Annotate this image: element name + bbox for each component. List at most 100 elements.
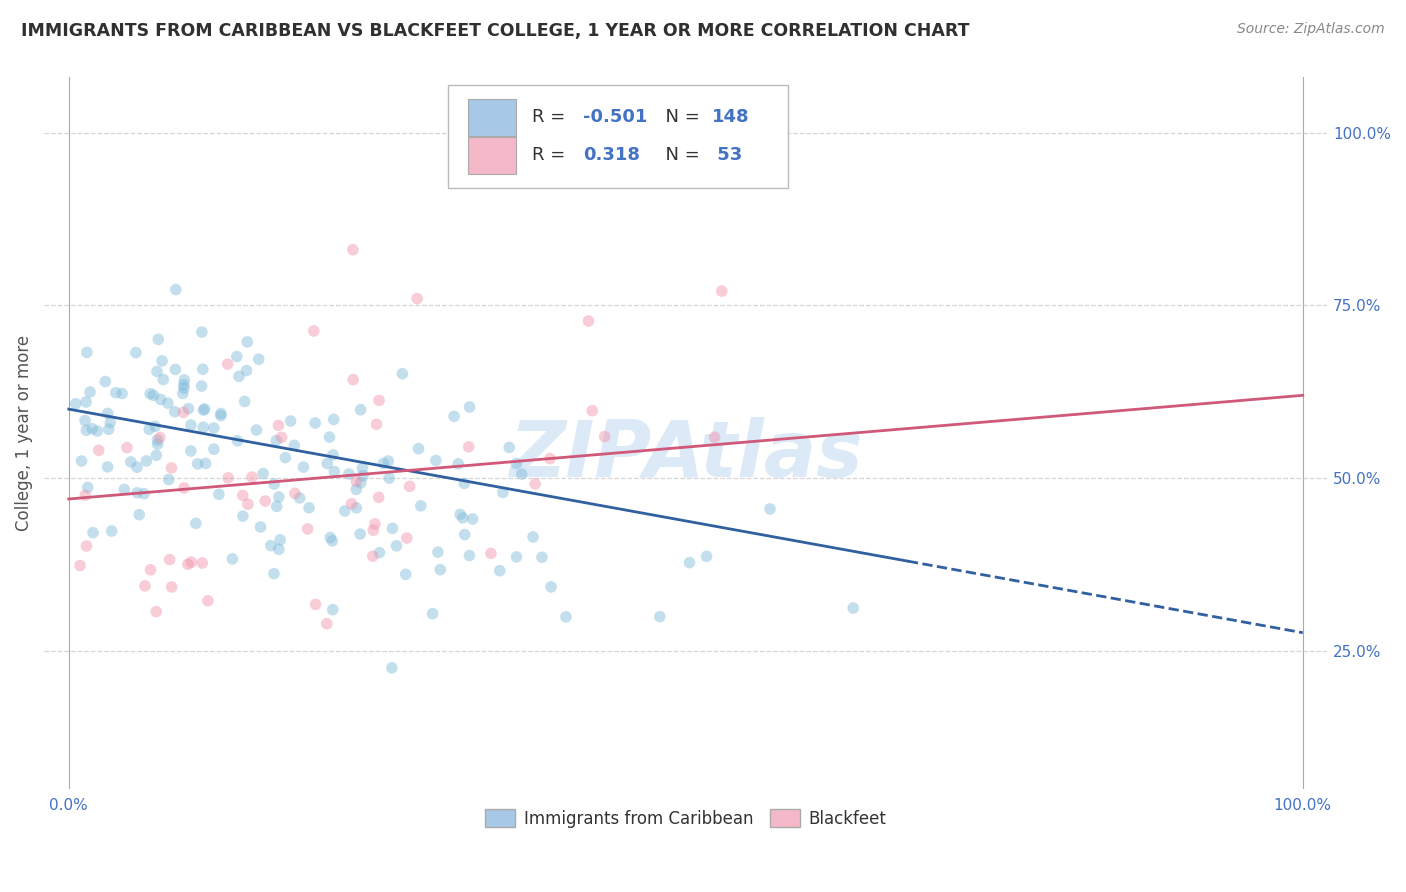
- Point: [236, 497, 259, 511]
- Point: [454, 527, 477, 541]
- Point: [302, 324, 325, 338]
- Point: [266, 500, 288, 514]
- Point: [115, 441, 138, 455]
- Point: [187, 457, 209, 471]
- Point: [125, 345, 148, 359]
- Point: [578, 314, 600, 328]
- Point: [510, 467, 533, 482]
- Point: [75, 423, 97, 437]
- Point: [304, 598, 326, 612]
- Point: [111, 386, 134, 401]
- Text: Source: ZipAtlas.com: Source: ZipAtlas.com: [1237, 22, 1385, 37]
- Text: N =: N =: [654, 108, 706, 127]
- Point: [165, 362, 187, 376]
- Point: [498, 441, 520, 455]
- Point: [180, 444, 202, 458]
- Point: [240, 470, 263, 484]
- Point: [349, 402, 371, 417]
- Point: [145, 448, 167, 462]
- Text: 148: 148: [711, 108, 749, 127]
- Point: [342, 243, 364, 257]
- Point: [217, 357, 239, 371]
- Point: [322, 412, 344, 426]
- Point: [678, 556, 700, 570]
- Point: [160, 460, 183, 475]
- Point: [86, 424, 108, 438]
- Point: [173, 381, 195, 395]
- Point: [235, 363, 257, 377]
- Point: [344, 483, 367, 497]
- Point: [232, 488, 254, 502]
- Point: [337, 467, 360, 481]
- Point: [284, 486, 307, 500]
- Point: [194, 457, 217, 471]
- Point: [100, 524, 122, 538]
- Point: [377, 454, 399, 468]
- Point: [267, 418, 290, 433]
- Point: [172, 386, 194, 401]
- Point: [297, 522, 319, 536]
- Point: [283, 438, 305, 452]
- Point: [349, 527, 371, 541]
- Point: [254, 494, 277, 508]
- Point: [75, 488, 97, 502]
- Point: [139, 563, 162, 577]
- Y-axis label: College, 1 year or more: College, 1 year or more: [15, 335, 32, 532]
- Point: [269, 533, 291, 547]
- Point: [344, 500, 367, 515]
- Point: [391, 367, 413, 381]
- Point: [395, 567, 418, 582]
- Point: [128, 508, 150, 522]
- Point: [581, 403, 603, 417]
- Point: [156, 396, 179, 410]
- Point: [148, 332, 170, 346]
- Point: [150, 354, 173, 368]
- Point: [98, 416, 121, 430]
- Point: [340, 497, 363, 511]
- Text: ZIPAtlas: ZIPAtlas: [509, 417, 862, 492]
- Point: [69, 558, 91, 573]
- Point: [593, 429, 616, 443]
- Point: [530, 550, 553, 565]
- Point: [134, 579, 156, 593]
- Point: [135, 454, 157, 468]
- Point: [193, 403, 215, 417]
- Text: R =: R =: [531, 108, 571, 127]
- Point: [451, 511, 474, 525]
- Point: [368, 393, 391, 408]
- Point: [842, 601, 865, 615]
- Point: [236, 334, 259, 349]
- Point: [142, 388, 165, 402]
- Point: [522, 530, 544, 544]
- Point: [425, 453, 447, 467]
- Point: [398, 479, 420, 493]
- Point: [458, 400, 481, 414]
- Point: [316, 457, 339, 471]
- Point: [152, 372, 174, 386]
- Point: [125, 460, 148, 475]
- Point: [505, 549, 527, 564]
- Point: [364, 516, 387, 531]
- Point: [247, 352, 270, 367]
- Point: [193, 401, 215, 416]
- Point: [225, 350, 247, 364]
- Point: [180, 418, 202, 433]
- Point: [177, 401, 200, 416]
- Point: [367, 491, 389, 505]
- Point: [75, 395, 97, 409]
- Point: [97, 406, 120, 420]
- Point: [323, 465, 346, 479]
- Point: [197, 594, 219, 608]
- Text: 0.318: 0.318: [583, 146, 640, 164]
- Point: [173, 481, 195, 495]
- Point: [429, 563, 451, 577]
- Point: [76, 345, 98, 359]
- Point: [267, 490, 290, 504]
- Point: [159, 552, 181, 566]
- Point: [149, 430, 172, 444]
- Point: [202, 442, 225, 457]
- FancyBboxPatch shape: [468, 136, 516, 174]
- Point: [696, 549, 718, 564]
- Point: [274, 450, 297, 465]
- Point: [191, 556, 214, 570]
